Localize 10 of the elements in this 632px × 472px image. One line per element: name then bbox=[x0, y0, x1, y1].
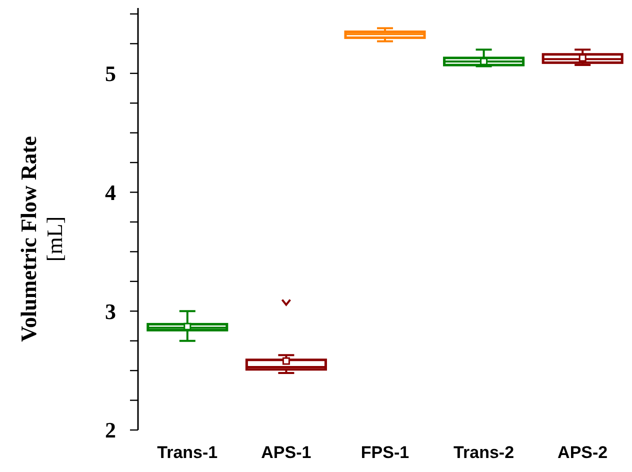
y-tick-label: 4 bbox=[105, 180, 116, 205]
x-tick-label: Trans-1 bbox=[157, 443, 218, 462]
x-tick-label: FPS-1 bbox=[360, 443, 410, 462]
y-axis-title: Volumetric Flow Rate [mL] bbox=[16, 136, 67, 342]
x-tick-label: APS-1 bbox=[261, 443, 312, 462]
x-tick-label: APS-2 bbox=[558, 443, 608, 462]
x-tick-label: Trans-2 bbox=[454, 443, 514, 462]
y-tick-label: 5 bbox=[105, 61, 116, 86]
y-tick-label: 3 bbox=[105, 298, 116, 324]
y-tick-label: 2 bbox=[105, 418, 116, 443]
